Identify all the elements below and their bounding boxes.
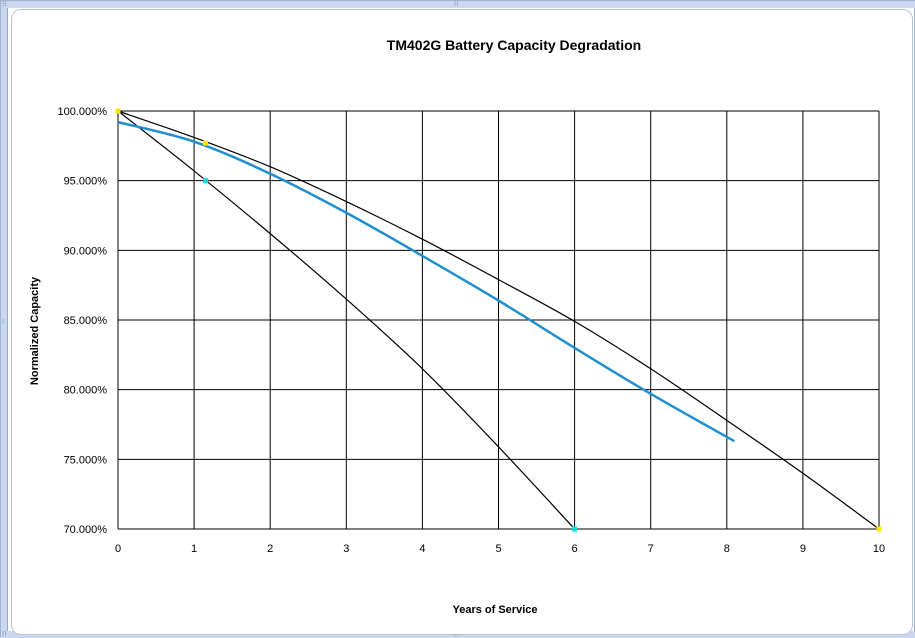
- top-resize-edge[interactable]: [1, 1, 915, 8]
- x-tick-label: 10: [873, 543, 885, 555]
- y-tick-label: 75.000%: [64, 454, 108, 466]
- x-tick-label: 4: [419, 543, 425, 555]
- data-marker: [876, 526, 882, 532]
- data-marker: [203, 178, 209, 184]
- data-marker: [572, 526, 578, 532]
- y-axis-label: Normalized Capacity: [29, 276, 41, 385]
- y-tick-label: 80.000%: [64, 385, 108, 397]
- x-axis-label: Years of Service: [452, 604, 537, 616]
- x-tick-label: 1: [191, 543, 197, 555]
- series-line-1: [117, 110, 576, 530]
- y-tick-label: 90.000%: [64, 245, 108, 257]
- chart-title: TM402G Battery Capacity Degradation: [387, 37, 641, 53]
- x-tick-label: 2: [267, 543, 273, 555]
- x-tick-label: 3: [343, 543, 349, 555]
- y-tick-labels: 70.000% 75.000% 80.000% 85.000% 90.000% 95.00…: [57, 106, 107, 536]
- series-line-2: [117, 110, 880, 530]
- grid: [117, 110, 880, 530]
- x-tick-labels: 0 1 2 3 4 5 6 7 8 9 10: [115, 543, 885, 555]
- y-tick-label: 95.000%: [64, 176, 108, 188]
- left-center-handle[interactable]: ⁝: [2, 319, 5, 326]
- data-marker: [203, 140, 209, 146]
- x-tick-label: 5: [495, 543, 501, 555]
- x-tick-label: 0: [115, 543, 121, 555]
- y-tick-label: 70.000%: [64, 524, 108, 536]
- x-tick-label: 8: [724, 543, 730, 555]
- bottom-left-corner-handle[interactable]: ⁝⁝: [2, 631, 7, 638]
- top-left-corner-handle[interactable]: ⁝⁝: [2, 1, 7, 8]
- top-center-handle[interactable]: ⁝⁝: [454, 1, 459, 8]
- left-resize-edge[interactable]: [1, 1, 8, 638]
- markers-group: [115, 108, 882, 532]
- series-group: [117, 110, 880, 530]
- x-tick-label: 9: [800, 543, 806, 555]
- x-tick-label: 7: [648, 543, 654, 555]
- data-marker: [115, 108, 121, 114]
- chart-area[interactable]: [11, 9, 913, 635]
- series-line-3: [117, 120, 736, 443]
- y-tick-label: 100.000%: [57, 106, 107, 118]
- x-tick-label: 6: [572, 543, 578, 555]
- y-tick-label: 85.000%: [64, 315, 108, 327]
